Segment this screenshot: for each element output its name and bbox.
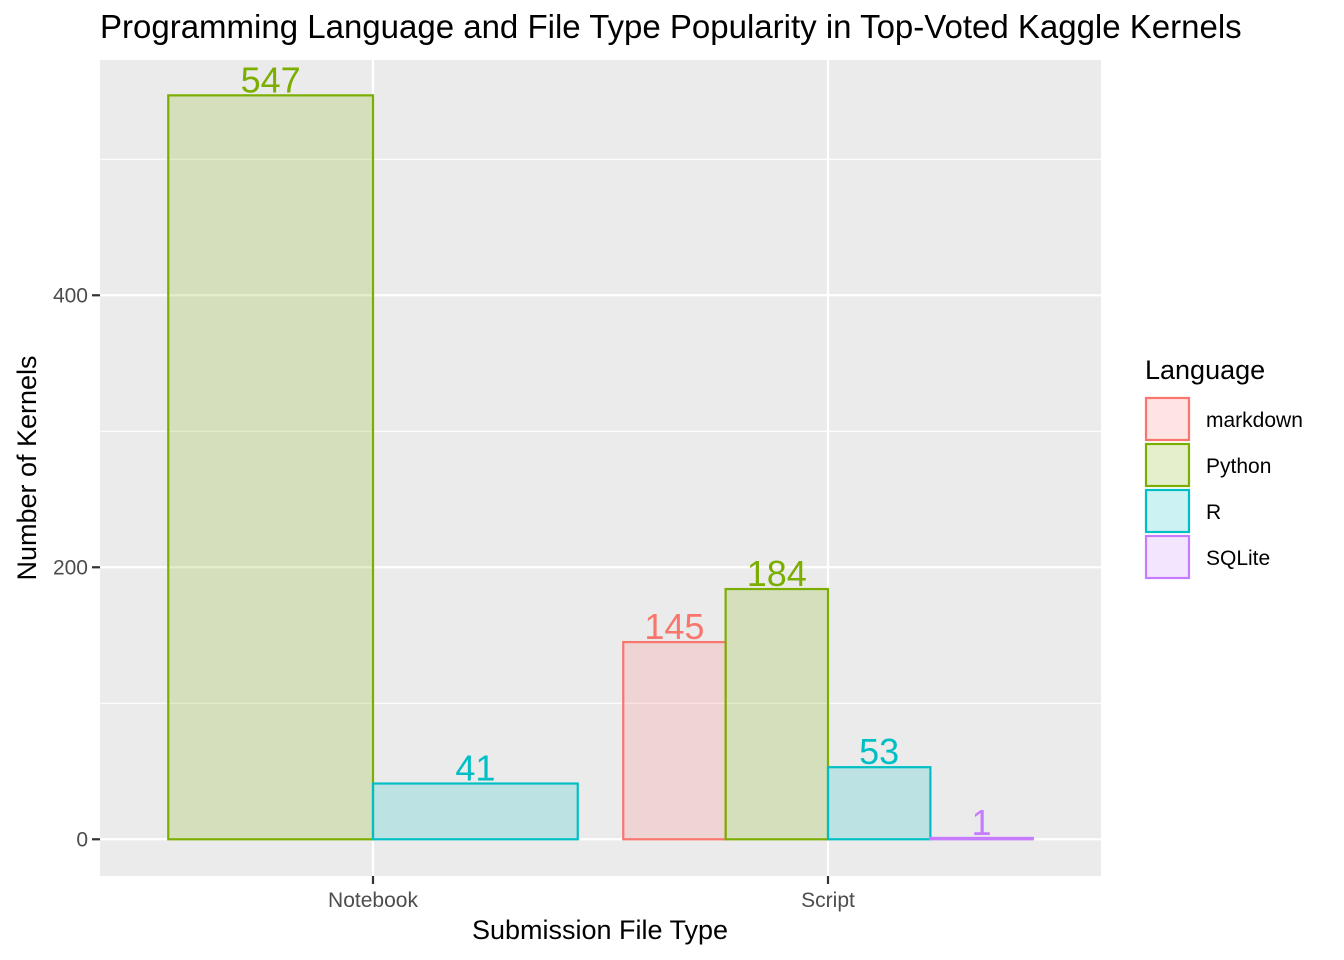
chart-title: Programming Language and File Type Popul…: [100, 8, 1242, 45]
legend-key-r: [1144, 488, 1191, 534]
y-axis-title: Number of Kernels: [12, 355, 42, 580]
legend-label-r: R: [1206, 501, 1221, 524]
bar-script-markdown: [622, 640, 727, 841]
x-axis: Notebook Script: [328, 876, 855, 912]
legend: Language markdown Python R SQLite: [1144, 355, 1303, 580]
data-label-script-r: 53: [859, 731, 899, 772]
value-labels: 547 41 145 184 53 1: [241, 59, 992, 843]
legend-key-python: [1144, 442, 1191, 488]
bars: [167, 94, 1034, 841]
data-label-notebook-r: 41: [455, 748, 495, 789]
legend-label-python: Python: [1206, 455, 1271, 478]
data-label-notebook-python: 547: [241, 59, 301, 100]
y-axis: 0 200 400: [53, 284, 100, 851]
bar-script-sqlite: [929, 836, 1034, 841]
legend-label-markdown: markdown: [1206, 409, 1303, 432]
y-tick-label: 400: [53, 284, 88, 307]
y-tick-label: 200: [53, 556, 88, 579]
bar-script-python: [724, 587, 830, 841]
legend-key-sqlite: [1144, 534, 1191, 580]
y-tick-label: 0: [76, 828, 88, 851]
data-label-script-python: 184: [747, 553, 807, 594]
x-axis-title: Submission File Type: [472, 915, 728, 945]
x-tick-label: Script: [801, 889, 855, 912]
x-tick-label: Notebook: [328, 889, 418, 912]
data-label-script-markdown: 145: [644, 606, 704, 647]
data-label-script-sqlite: 1: [972, 802, 992, 843]
legend-label-sqlite: SQLite: [1206, 547, 1270, 570]
plot-panel: [100, 60, 1101, 876]
legend-key-markdown: [1144, 396, 1191, 442]
bar-script-r: [826, 766, 932, 841]
legend-title: Language: [1145, 355, 1265, 385]
bar-notebook-r: [371, 782, 579, 841]
bar-notebook-python: [167, 94, 375, 841]
